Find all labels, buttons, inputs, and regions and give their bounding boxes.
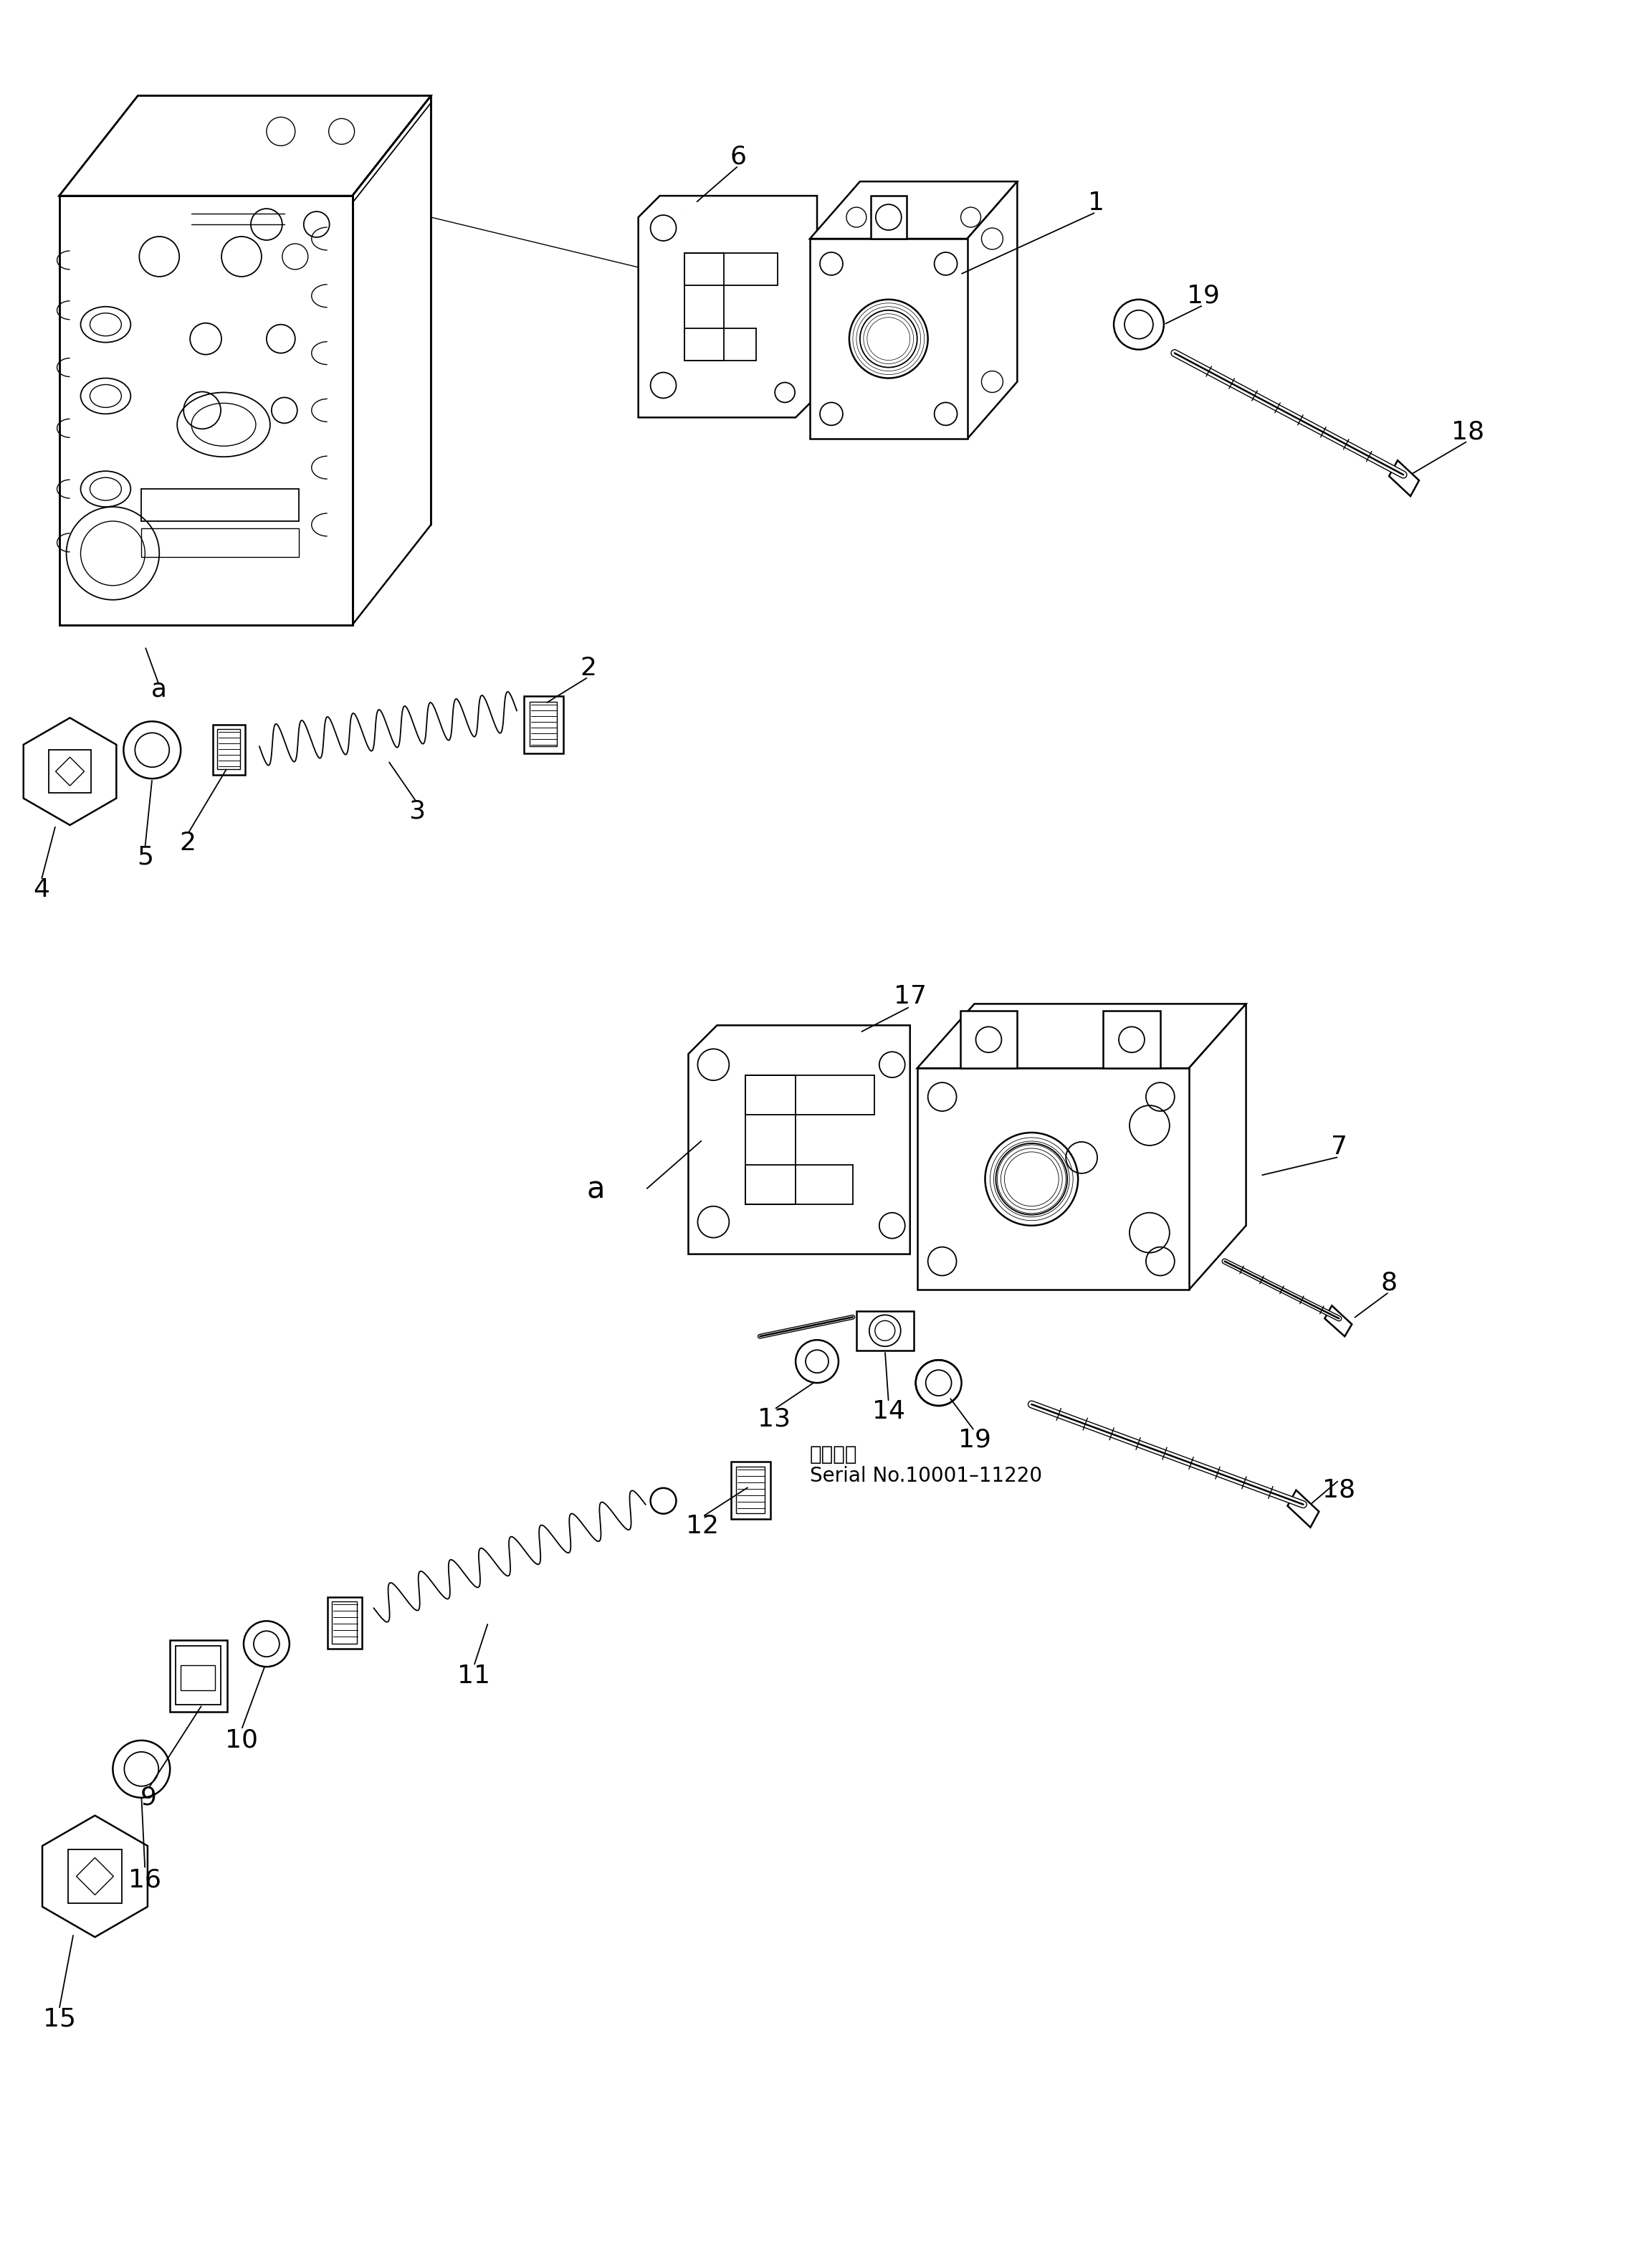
Text: 12: 12 (686, 1513, 719, 1538)
Text: 10: 10 (225, 1729, 258, 1753)
Bar (170, 1641, 228, 1711)
Bar (213, 724, 244, 776)
Text: 4: 4 (33, 877, 50, 901)
Bar (327, 1598, 362, 1648)
Polygon shape (43, 1816, 147, 1938)
Text: 13: 13 (758, 1407, 791, 1430)
Polygon shape (1189, 1005, 1246, 1290)
Text: 18: 18 (1450, 420, 1483, 443)
Bar (732, 1461, 770, 1520)
Bar (745, 1075, 796, 1205)
Bar (180, 1666, 215, 1690)
Bar (745, 1164, 852, 1205)
Text: 7: 7 (1332, 1135, 1348, 1160)
Bar (960, 1012, 1018, 1068)
Text: 5: 5 (137, 845, 154, 870)
Text: 6: 6 (730, 144, 747, 169)
Text: 19: 19 (958, 1427, 991, 1452)
Bar (737, 1466, 765, 1513)
Polygon shape (638, 196, 818, 418)
Bar (142, 528, 299, 558)
Bar (856, 1311, 914, 1351)
Bar (686, 254, 724, 360)
Polygon shape (1389, 461, 1419, 497)
Text: 適用号機: 適用号機 (809, 1445, 857, 1463)
Polygon shape (59, 196, 352, 625)
Text: 17: 17 (894, 985, 927, 1009)
Text: 16: 16 (129, 1868, 162, 1893)
Text: 19: 19 (1186, 283, 1219, 308)
Polygon shape (966, 182, 1018, 438)
Text: a: a (586, 1176, 605, 1205)
Text: 1: 1 (1087, 191, 1104, 216)
Text: a: a (152, 677, 167, 701)
Polygon shape (59, 97, 431, 196)
Text: 14: 14 (872, 1398, 905, 1423)
Text: Serial No.10001–11220: Serial No.10001–11220 (809, 1466, 1042, 1486)
Bar (871, 196, 907, 238)
Bar (745, 1075, 874, 1115)
Text: 11: 11 (458, 1664, 491, 1688)
Polygon shape (1287, 1490, 1318, 1526)
Bar (686, 328, 757, 360)
Polygon shape (689, 1025, 910, 1254)
Polygon shape (917, 1005, 1246, 1068)
Text: 2: 2 (180, 832, 197, 854)
Bar (530, 701, 557, 746)
Polygon shape (23, 717, 116, 825)
Bar (216, 728, 240, 769)
Polygon shape (1325, 1306, 1351, 1335)
Text: 18: 18 (1323, 1477, 1356, 1502)
Bar (142, 490, 299, 522)
Text: 8: 8 (1381, 1270, 1398, 1295)
Text: 3: 3 (408, 798, 425, 823)
Polygon shape (809, 238, 966, 438)
Text: 15: 15 (43, 2007, 76, 2032)
Polygon shape (809, 182, 1018, 238)
Text: 2: 2 (580, 656, 596, 679)
Bar (524, 697, 563, 753)
Bar (332, 1601, 357, 1643)
Bar (175, 1646, 221, 1704)
Bar (686, 254, 778, 285)
Polygon shape (917, 1068, 1189, 1290)
Text: 9: 9 (140, 1785, 157, 1810)
Polygon shape (352, 97, 431, 625)
Bar (1104, 1012, 1160, 1068)
